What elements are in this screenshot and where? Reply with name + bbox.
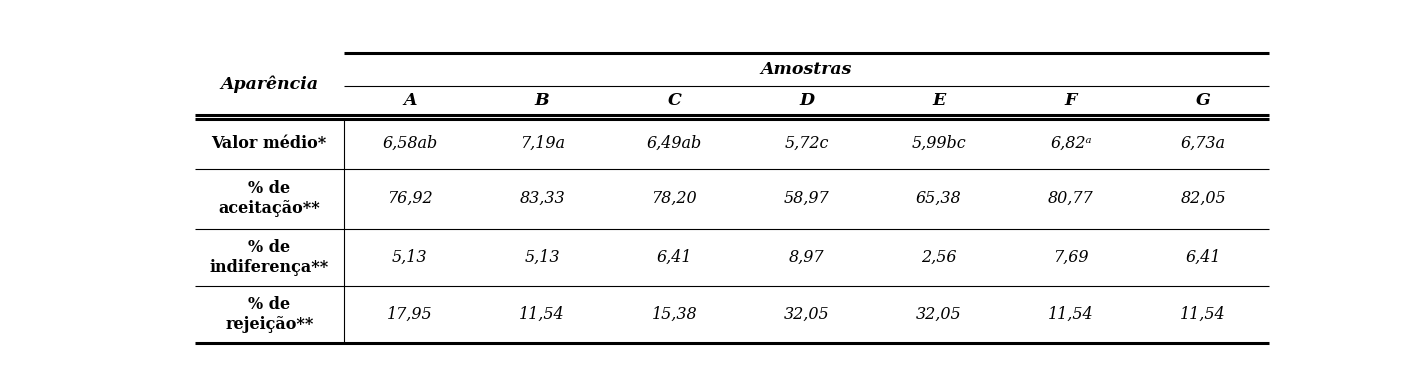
Text: 11,54: 11,54: [1180, 306, 1226, 323]
Text: 7,19a: 7,19a: [520, 135, 564, 152]
Text: 8,97: 8,97: [789, 249, 824, 266]
Text: Valor médio*: Valor médio*: [211, 135, 326, 152]
Text: 15,38: 15,38: [651, 306, 697, 323]
Text: 7,69: 7,69: [1053, 249, 1089, 266]
Text: F: F: [1064, 92, 1077, 109]
Text: G: G: [1196, 92, 1211, 109]
Text: A: A: [403, 92, 416, 109]
Text: 80,77: 80,77: [1049, 190, 1094, 207]
Text: E: E: [932, 92, 945, 109]
Text: 11,54: 11,54: [1049, 306, 1094, 323]
Text: 5,13: 5,13: [392, 249, 428, 266]
Text: 5,99bc: 5,99bc: [912, 135, 966, 152]
Text: 6,49ab: 6,49ab: [647, 135, 703, 152]
Text: 76,92: 76,92: [388, 190, 433, 207]
Text: 2,56: 2,56: [921, 249, 956, 266]
Text: 6,82ᵃ: 6,82ᵃ: [1050, 135, 1092, 152]
Text: 65,38: 65,38: [916, 190, 962, 207]
Text: Amostras: Amostras: [761, 61, 852, 78]
Text: % de
aceitação**: % de aceitação**: [218, 180, 321, 217]
Text: 58,97: 58,97: [784, 190, 829, 207]
Text: 11,54: 11,54: [519, 306, 564, 323]
Text: % de
rejeição**: % de rejeição**: [225, 296, 314, 333]
Text: % de
indiferença**: % de indiferença**: [209, 239, 329, 276]
Text: 6,58ab: 6,58ab: [382, 135, 437, 152]
Text: 5,13: 5,13: [524, 249, 560, 266]
Text: 17,95: 17,95: [388, 306, 433, 323]
Text: 6,41: 6,41: [657, 249, 693, 266]
Text: D: D: [799, 92, 814, 109]
Text: 5,72c: 5,72c: [784, 135, 829, 152]
Text: Aparência: Aparência: [221, 75, 318, 93]
Text: 6,73a: 6,73a: [1181, 135, 1226, 152]
Text: C: C: [667, 92, 681, 109]
Text: 83,33: 83,33: [519, 190, 564, 207]
Text: 78,20: 78,20: [651, 190, 697, 207]
Text: 82,05: 82,05: [1180, 190, 1226, 207]
Text: 6,41: 6,41: [1186, 249, 1221, 266]
Text: 32,05: 32,05: [784, 306, 829, 323]
Text: 32,05: 32,05: [916, 306, 962, 323]
Text: B: B: [534, 92, 550, 109]
